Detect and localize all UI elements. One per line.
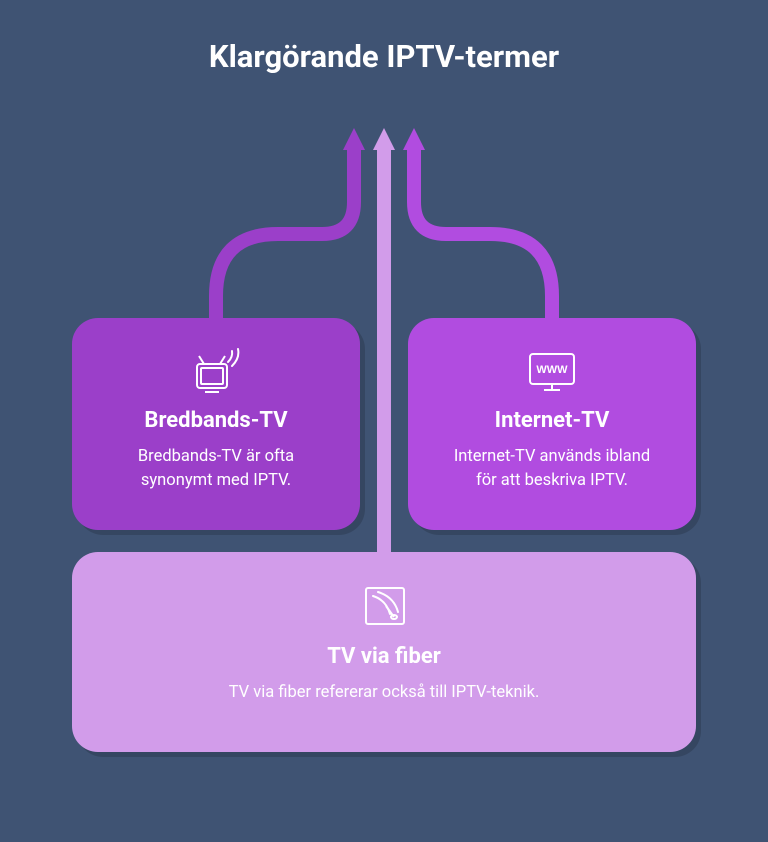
satellite-dish-icon [96, 582, 672, 632]
arrow-left [216, 128, 365, 320]
diagram-canvas: Klargörande IPTV-termer [0, 0, 768, 842]
card-left-desc: Bredbands-TV är ofta synonymt med IPTV. [96, 445, 336, 493]
www-monitor-icon: WWW [432, 348, 672, 396]
arrow-right [403, 128, 552, 320]
svg-text:WWW: WWW [536, 364, 568, 376]
card-internet-tv: WWW Internet-TV Internet-TV används ibla… [408, 318, 696, 530]
card-right-title: Internet-TV [432, 408, 672, 433]
card-bottom-title: TV via fiber [96, 644, 672, 669]
arrow-center [373, 128, 395, 554]
card-bottom-desc: TV via fiber refererar också till IPTV-t… [96, 681, 672, 705]
card-right-desc: Internet-TV används ibland för att beskr… [432, 445, 672, 493]
tv-signal-icon [96, 348, 336, 396]
card-bredbands-tv: Bredbands-TV Bredbands-TV är ofta synony… [72, 318, 360, 530]
card-left-title: Bredbands-TV [96, 408, 336, 433]
card-tv-via-fiber: TV via fiber TV via fiber refererar ocks… [72, 552, 696, 752]
